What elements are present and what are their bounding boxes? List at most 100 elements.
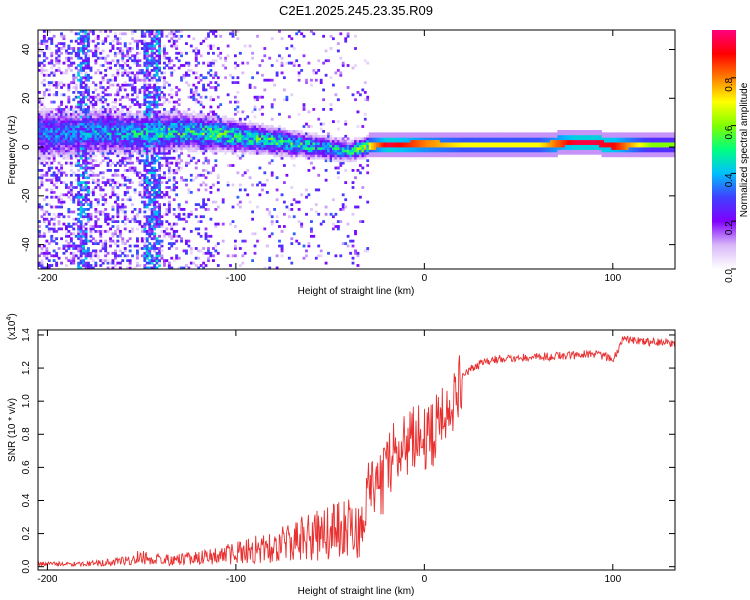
heatmap-cell: [40, 61, 44, 65]
heatmap-cell: [104, 144, 108, 148]
heatmap-cell: [138, 39, 142, 43]
heatmap-cell: [145, 156, 149, 160]
heatmap-cell: [109, 130, 112, 133]
heatmap-cell: [104, 69, 108, 72]
heatmap-cell: [307, 132, 311, 136]
heatmap-cell: [412, 134, 416, 138]
heatmap-cell: [246, 115, 250, 119]
heatmap-cell: [283, 76, 286, 80]
heatmap-cell: [101, 117, 105, 121]
heatmap-cell: [74, 234, 78, 238]
heatmap-cell: [133, 125, 137, 128]
heatmap-cell: [126, 137, 130, 141]
heatmap-cell: [148, 215, 152, 219]
heatmap-cell: [165, 144, 169, 148]
heatmap-cell: [145, 239, 149, 243]
heatmap-cell: [280, 193, 284, 197]
heatmap-cell: [199, 249, 203, 253]
heatmap-cell: [410, 149, 414, 153]
heatmap-cell: [172, 134, 176, 138]
heatmap-cell: [67, 225, 71, 228]
heatmap-cell: [118, 37, 122, 41]
heatmap-cell: [275, 142, 279, 145]
heatmap-cell: [167, 232, 171, 236]
heatmap-cell: [50, 166, 54, 170]
heatmap-cell: [327, 149, 330, 153]
heatmap-cell: [131, 137, 134, 141]
heatmap-cell: [128, 249, 132, 253]
heatmap-cell: [148, 232, 152, 236]
heatmap-cell: [349, 251, 353, 255]
heatmap-cell: [170, 44, 174, 48]
heatmap-cell: [194, 54, 198, 58]
heatmap-cell: [38, 203, 41, 206]
heatmap-cell: [60, 93, 63, 97]
heatmap-cell: [79, 37, 83, 41]
heatmap-cell: [297, 112, 301, 116]
heatmap-cell: [256, 183, 259, 187]
heatmap-cell: [45, 249, 49, 253]
heatmap-cell: [167, 166, 171, 170]
heatmap-cell: [148, 151, 152, 155]
heatmap-cell: [67, 56, 71, 60]
heatmap-cell: [145, 127, 149, 131]
heatmap-cell: [148, 249, 152, 253]
heatmap-cell: [82, 86, 85, 89]
heatmap-cell: [74, 222, 78, 226]
heatmap-cell: [99, 30, 103, 33]
heatmap-cell: [341, 205, 345, 209]
heatmap-cell: [123, 176, 127, 180]
heatmap-cell: [163, 78, 166, 82]
heatmap-cell: [290, 144, 294, 148]
heatmap-cell: [109, 139, 112, 143]
heatmap-cell: [69, 108, 73, 111]
heatmap-cell: [153, 59, 157, 63]
heatmap-cell: [50, 122, 54, 126]
heatmap-cell: [268, 161, 272, 165]
heatmap-cell: [216, 222, 220, 226]
heatmap-cell: [388, 149, 392, 153]
heatmap-cell: [145, 183, 149, 187]
heatmap-cell: [87, 139, 90, 143]
heatmap-cell: [55, 166, 59, 170]
heatmap-cell: [199, 147, 203, 150]
heatmap-cell: [163, 130, 166, 133]
heatmap-cell: [415, 151, 419, 155]
heatmap-cell: [290, 93, 294, 97]
heatmap-cell: [258, 181, 262, 184]
heatmap-cell: [138, 105, 142, 109]
heatmap-cell: [238, 264, 242, 267]
heatmap-cell: [148, 61, 152, 65]
heatmap-cell: [42, 69, 46, 72]
heatmap-cell: [57, 154, 61, 158]
heatmap-cell: [121, 159, 125, 163]
heatmap-cell: [290, 237, 294, 241]
heatmap-cell: [96, 217, 100, 221]
heatmap-cell: [290, 130, 294, 133]
heatmap-cell: [231, 220, 235, 223]
heatmap-cell: [287, 215, 291, 219]
heatmap-cell: [128, 139, 132, 143]
heatmap-cell: [199, 149, 203, 153]
heatmap-cell: [285, 205, 289, 209]
heatmap-cell: [145, 161, 149, 165]
heatmap-cell: [268, 137, 272, 141]
heatmap-cell: [131, 71, 134, 75]
heatmap-cell: [354, 232, 357, 236]
heatmap-cell: [62, 83, 66, 87]
heatmap-cell: [69, 164, 73, 167]
heatmap-cell: [231, 164, 235, 167]
heatmap-cell: [111, 139, 115, 143]
heatmap-cell: [47, 251, 51, 255]
heatmap-cell: [133, 98, 137, 102]
heatmap-cell: [319, 81, 323, 84]
heatmap-cell: [111, 39, 115, 43]
heatmap-cell: [398, 139, 401, 143]
heatmap-cell: [153, 191, 157, 194]
heatmap-cell: [243, 239, 247, 243]
heatmap-cell: [314, 132, 318, 136]
heatmap-cell: [417, 137, 421, 141]
heatmap-cell: [138, 171, 142, 175]
heatmap-cell: [111, 83, 115, 87]
heatmap-cell: [351, 139, 355, 143]
